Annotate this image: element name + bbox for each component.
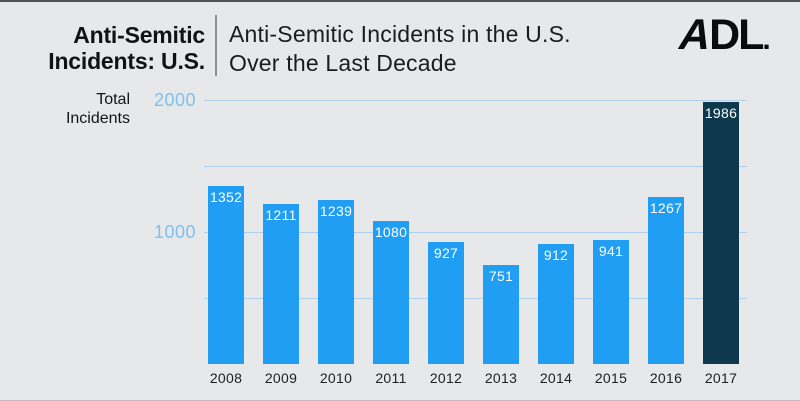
gridline-1000 [204,232,747,233]
x-axis-label-2017: 2017 [704,370,738,386]
x-axis-label-2011: 2011 [375,370,407,386]
chart-title-line2: Over the Last Decade [229,50,457,76]
bar-2012: 927 [428,242,464,364]
adl-logo: ADL. [674,11,771,61]
bar-2010: 1239 [318,200,354,364]
bar-2015: 941 [593,240,629,364]
brand-title-line2: Incidents: U.S. [48,48,205,74]
bar-2008: 1352 [208,186,244,364]
bar-value-label-2013: 751 [488,268,514,284]
bar-2017: 1986 [703,102,739,364]
bar-chart-plot: 1352 2008 1211 2009 1239 2010 1080 2011 927 2012 7… [204,100,747,386]
x-axis-label-2008: 2008 [209,370,243,386]
adl-logo-letters-dl: DL [709,11,764,59]
bar-value-label-2011: 1080 [374,224,408,240]
chart-title-line1: Anti-Semitic Incidents in the U.S. [229,21,571,47]
y-tick-label-2000: 2000 [153,90,196,110]
y-axis-title: Total Incidents [65,91,130,127]
bar-value-label-2017: 1986 [704,105,738,121]
x-axis-label-2009: 2009 [264,370,298,386]
gridline-500 [204,298,747,299]
bar-2016: 1267 [648,197,684,364]
bar-2011: 1080 [373,221,409,364]
adl-logo-dot: . [762,23,771,56]
bar-2013: 751 [483,265,519,364]
gridline-1500 [204,166,747,167]
x-axis-label-2012: 2012 [429,370,463,386]
bar-value-label-2012: 927 [433,245,459,261]
chart-title: Anti-Semitic Incidents in the U.S. Over … [229,20,571,78]
x-axis-label-2013: 2013 [484,370,518,386]
bar-value-label-2014: 912 [543,247,569,263]
x-axis-label-2010: 2010 [319,370,353,386]
bar-value-label-2008: 1352 [209,189,243,205]
bar-2014: 912 [538,244,574,364]
gridline-2000 [204,100,747,101]
header-divider [215,15,217,76]
brand-title-line1: Anti-Semitic [73,22,205,48]
bar-2009: 1211 [263,204,299,364]
brand-title: Anti-Semitic Incidents: U.S. [0,22,205,74]
x-axis-label-2015: 2015 [594,370,628,386]
bar-value-label-2016: 1267 [649,200,683,216]
bar-value-label-2010: 1239 [319,203,353,219]
bar-value-label-2015: 941 [598,243,624,259]
x-axis-label-2014: 2014 [539,370,573,386]
y-tick-label-1000: 1000 [153,222,196,242]
bar-value-label-2009: 1211 [265,207,297,223]
x-axis-label-2016: 2016 [649,370,683,386]
